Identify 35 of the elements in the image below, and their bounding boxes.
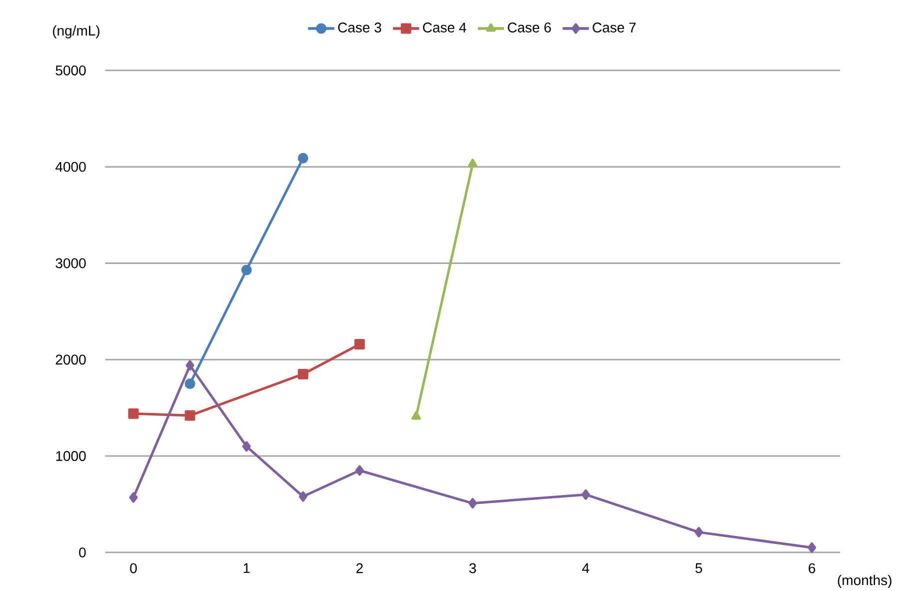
point [184,410,196,421]
point [808,542,816,553]
y-tick-label: 1000 [56,451,86,461]
x-tick-label: 3 [469,563,476,574]
point [354,338,365,350]
point [129,492,138,503]
point [298,368,308,380]
y-tick-label: 4000 [55,162,86,172]
point [241,264,252,276]
x-tick-label: 6 [808,563,816,574]
y-tick-label: 5000 [56,65,86,76]
legend-label: Case 7 [592,22,636,32]
point [298,152,308,164]
point [468,498,477,509]
point [694,526,704,538]
point [355,465,364,476]
x-tick-label: 4 [582,563,590,573]
point [128,408,139,419]
y-axis-title: (ng/mL) [52,25,100,38]
point [184,378,196,389]
y-tick-label: 0 [79,547,86,558]
x-tick-label: 2 [356,563,363,574]
point [581,489,590,500]
legend-label: Case 4 [423,22,466,32]
point [298,491,308,502]
legend-label: Case 6 [508,22,551,32]
point [242,441,251,452]
x-tick-label: 5 [695,563,702,574]
y-tick-label: 3000 [56,258,86,268]
y-tick-label: 2000 [56,354,86,365]
x-axis-title: (months) [838,574,892,588]
x-tick-label: 0 [130,563,137,574]
point [186,360,194,371]
x-tick-label: 1 [244,563,250,573]
legend-label: Case 3 [338,22,382,32]
